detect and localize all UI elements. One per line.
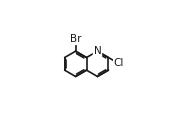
Text: Cl: Cl [114,57,124,68]
Text: Br: Br [70,34,81,44]
Text: N: N [94,46,101,56]
